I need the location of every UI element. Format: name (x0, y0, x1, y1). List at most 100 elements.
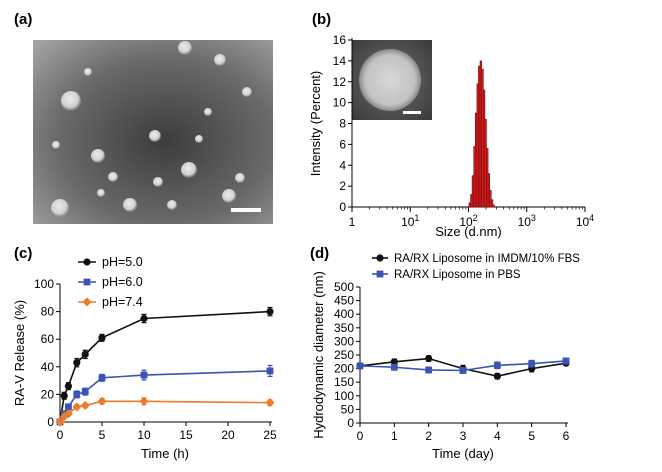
x-tick-label: 2 (425, 429, 432, 443)
data-point (60, 392, 68, 400)
histogram-bar (492, 204, 495, 208)
histogram-bar (489, 190, 492, 208)
data-point (98, 374, 106, 382)
histogram-bar (490, 199, 494, 208)
data-point (140, 314, 148, 323)
inset-liposome (359, 49, 421, 111)
x-tick-label: 4 (494, 429, 501, 443)
y-tick-label: 60 (41, 332, 55, 346)
legend-marker (376, 254, 384, 262)
y-tick-label: 2 (339, 179, 346, 193)
y-tick-label: 400 (334, 307, 354, 321)
y-tick-label: 40 (41, 360, 55, 374)
y-tick-label: 300 (334, 334, 354, 348)
inset-scale-bar (403, 111, 421, 114)
series-RA/RX Liposome in PBS (356, 357, 570, 374)
x-tick-label: 1 (391, 429, 398, 443)
x-tick-base: 1 (349, 215, 356, 229)
data-point (562, 357, 570, 365)
data-point (73, 359, 81, 367)
data-point (55, 417, 65, 427)
data-point (98, 334, 106, 342)
data-point (140, 371, 148, 379)
x-axis-title: Time (h) (141, 446, 189, 461)
data-point (63, 409, 73, 419)
data-point (265, 398, 275, 408)
data-point (459, 367, 467, 374)
y-tick-label: 0 (47, 415, 54, 429)
liposome-particle (167, 200, 177, 210)
y-tick-label: 12 (333, 75, 347, 89)
x-tick-label: 0 (357, 429, 364, 443)
y-axis-title: RA-V Release (%) (12, 300, 27, 406)
x-tick-exponent: 4 (589, 213, 594, 223)
data-point (139, 396, 149, 406)
liposome-particle (97, 189, 105, 197)
liposome-particle (153, 177, 163, 187)
x-tick-base: 10 (518, 215, 532, 229)
legend-label: pH=5.0 (102, 255, 143, 269)
liposome-particle (149, 130, 161, 142)
x-tick-label: 5 (528, 429, 535, 443)
series-pH=5.0 (56, 306, 274, 426)
data-point (356, 362, 364, 370)
liposome-particle (84, 68, 92, 76)
x-axis-title: Size (d.nm) (435, 224, 501, 239)
data-point (65, 403, 72, 411)
liposome-particle (52, 141, 60, 149)
x-tick-base: 10 (459, 215, 473, 229)
y-tick-label: 200 (334, 362, 354, 376)
y-tick-label: 150 (334, 375, 354, 389)
panel-label-a: (a) (14, 11, 32, 28)
series-line (59, 400, 271, 423)
x-tick-exponent: 1 (414, 213, 419, 223)
x-tick-base: 10 (576, 215, 590, 229)
legend-marker (82, 297, 92, 307)
y-axis-title: Intensity (Percent) (308, 71, 323, 177)
inset-tem-image (352, 40, 432, 120)
series-pH=6.0 (56, 364, 274, 426)
y-tick-label: 0 (347, 416, 354, 430)
liposome-particle (178, 41, 192, 55)
y-tick-label: 10 (333, 96, 347, 110)
series-pH=7.4 (55, 396, 275, 427)
data-point (80, 400, 90, 410)
legend-marker (376, 270, 384, 278)
data-point (266, 308, 274, 316)
x-tick-base: 10 (401, 215, 415, 229)
x-tick-label: 5 (99, 428, 106, 442)
x-axis-title: Time (day) (432, 446, 494, 461)
x-tick-label: 102 (459, 213, 477, 229)
data-point (390, 363, 398, 371)
data-point (81, 388, 89, 396)
liposome-particle (181, 162, 197, 178)
x-tick-label: 103 (518, 213, 536, 229)
liposome-particle (204, 108, 212, 116)
data-point (81, 350, 89, 358)
data-point (64, 382, 72, 390)
tem-image-a (33, 40, 273, 224)
liposome-particle (214, 54, 226, 66)
data-point (493, 372, 501, 380)
y-tick-label: 350 (334, 321, 354, 335)
panel-label-d: (d) (310, 245, 329, 262)
x-tick-label: 101 (401, 213, 419, 229)
data-point (425, 366, 433, 374)
scale-bar-a (231, 208, 261, 212)
legend-marker (83, 258, 91, 266)
liposome-particle (195, 135, 203, 143)
x-tick-label: 6 (563, 429, 570, 443)
liposome-particle (235, 173, 245, 183)
x-tick-exponent: 2 (473, 213, 478, 223)
legend-label: pH=7.4 (102, 295, 143, 309)
data-point (72, 402, 82, 412)
x-tick-label: 104 (576, 213, 594, 229)
y-tick-label: 4 (339, 158, 346, 172)
panel-label-b: (b) (312, 11, 331, 28)
liposome-particle (242, 87, 252, 97)
liposome-particle (123, 198, 137, 212)
x-tick-label: 3 (460, 429, 467, 443)
